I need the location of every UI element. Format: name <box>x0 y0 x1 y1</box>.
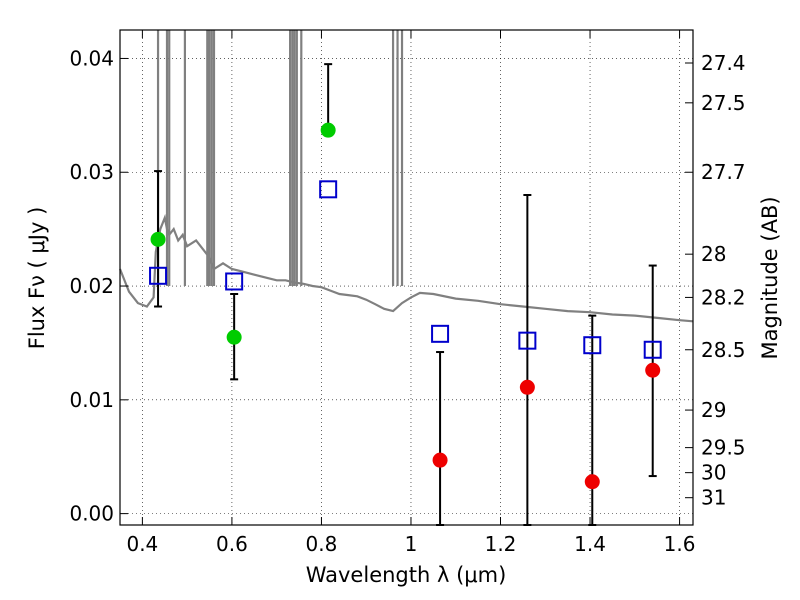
x-tick-label: 1.4 <box>574 532 606 556</box>
y2-tick-label: 28 <box>701 242 726 266</box>
x-tick-label: 0.6 <box>216 532 248 556</box>
y2-tick-label: 27.5 <box>701 91 746 115</box>
template-spectrum-line <box>118 213 694 323</box>
x-tick-label: 1.6 <box>664 532 696 556</box>
axes: 0.4 0.6 0.8 1 1.2 1.4 1.6 0.00 0.01 0.02 0.03 0.04 2… <box>69 30 746 556</box>
model-point-square <box>225 272 244 291</box>
upper-limit-point <box>645 362 661 378</box>
y-tick-label: 0.00 <box>69 502 114 526</box>
y-tick-label: 0.01 <box>69 388 114 412</box>
upper-limit-point <box>432 452 448 468</box>
y2-tick-label: 29 <box>701 398 726 422</box>
model-point-square <box>431 324 450 343</box>
y-axis-title: Flux Fν ( μJy ) <box>25 207 49 350</box>
detection-point <box>320 122 336 138</box>
upper-limit-point <box>584 474 600 490</box>
detection-point <box>150 231 166 247</box>
detection-point <box>226 329 242 345</box>
y2-tick-label: 29.5 <box>701 436 746 460</box>
model-point-square <box>583 336 602 355</box>
x-tick-label: 1 <box>405 532 418 556</box>
y-tick-label: 0.04 <box>69 46 114 70</box>
plot-data <box>118 30 694 526</box>
y2-tick-label: 30 <box>701 461 726 485</box>
y2-axis-title: Magnitude (AB) <box>758 196 782 359</box>
grid <box>120 30 693 525</box>
x-tick-label: 0.4 <box>126 532 158 556</box>
y2-tick-label: 27.4 <box>701 51 746 75</box>
y2-tick-label: 31 <box>701 486 726 510</box>
x-tick-label: 1.2 <box>485 532 517 556</box>
x-tick-label: 0.8 <box>306 532 338 556</box>
y-tick-label: 0.03 <box>69 160 114 184</box>
model-point-square <box>149 266 168 285</box>
model-point-square <box>319 180 338 199</box>
y2-tick-label: 27.7 <box>701 160 746 184</box>
y2-tick-label: 28.2 <box>701 285 746 309</box>
upper-limit-point <box>519 379 535 395</box>
model-point-square <box>643 340 662 359</box>
x-axis-title: Wavelength λ (μm) <box>306 563 507 587</box>
model-point-square <box>518 331 537 350</box>
y2-tick-label: 28.5 <box>701 338 746 362</box>
plot-frame <box>119 29 694 526</box>
y-tick-label: 0.02 <box>69 274 114 298</box>
